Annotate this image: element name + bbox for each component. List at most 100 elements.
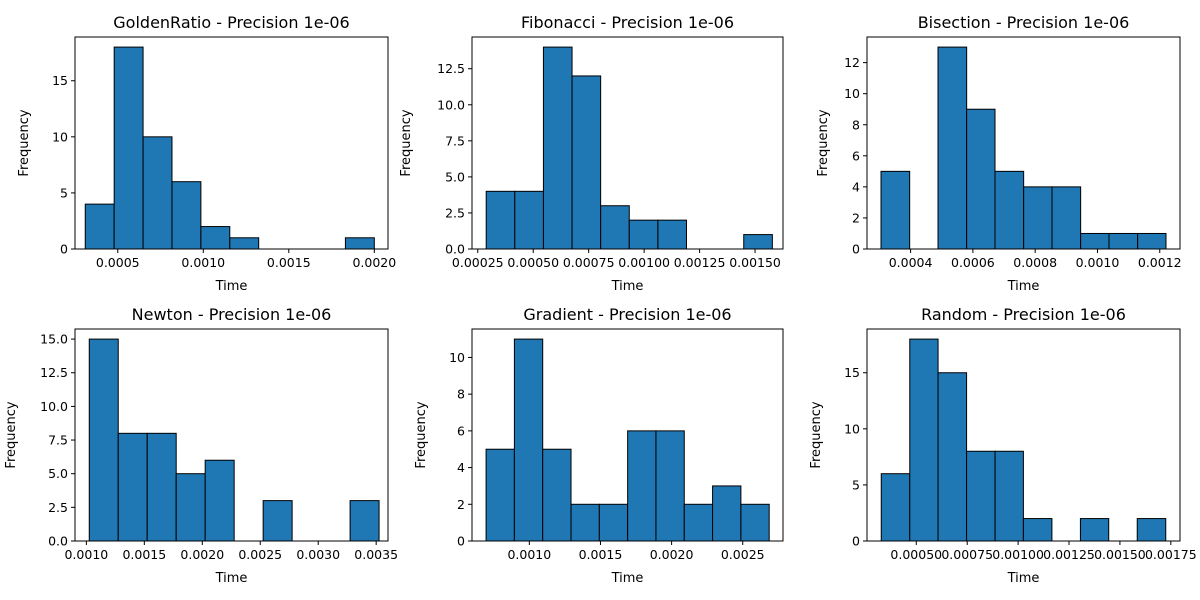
y-tick-label: 6 <box>852 148 860 163</box>
x-tick-label: 0.0015 <box>122 547 166 562</box>
histogram-bar <box>84 203 115 250</box>
y-tick-label: 7.5 <box>48 433 68 448</box>
histogram-panel: 0.0010 0.0015 0.0020 0.0025 0 2 4 6 8 10 Gradient … <box>414 305 784 586</box>
histogram-panel: 0.0010 0.0015 0.0020 0.0025 0.0030 0.0035 0.0 2… <box>4 305 398 586</box>
panel-title: Gradient - Precision 1e-06 <box>523 305 731 324</box>
x-tick-label: 0.0025 <box>721 547 765 562</box>
histogram-bar <box>743 234 773 250</box>
y-tick-label: 0.0 <box>48 534 68 549</box>
y-tick-label: 10 <box>52 129 68 144</box>
histogram-bar <box>1079 518 1110 542</box>
y-tick-label: 10 <box>844 421 860 436</box>
y-tick-label: 7.5 <box>445 133 465 148</box>
panel-title: GoldenRatio - Precision 1e-06 <box>113 13 349 32</box>
y-axis-label: Frequency <box>399 109 414 176</box>
x-tick-label: 0.00050 <box>507 255 559 270</box>
histogram-bar <box>175 473 206 542</box>
x-tick-label: 0.00075 <box>563 255 615 270</box>
y-tick-label: 5 <box>60 185 68 200</box>
panel-title: Fibonacci - Precision 1e-06 <box>521 13 734 32</box>
histogram-bar <box>712 485 742 542</box>
histogram-bar <box>204 459 235 542</box>
histogram-bar <box>966 450 996 542</box>
histogram-bar <box>628 219 659 250</box>
panel-title: Bisection - Precision 1e-06 <box>918 13 1130 32</box>
y-tick-label: 12.5 <box>437 61 465 76</box>
x-tick-label: 0.0008 <box>1013 255 1057 270</box>
y-tick-label: 8 <box>852 117 860 132</box>
histogram-bar <box>655 430 685 542</box>
x-tick-label: 0.0015 <box>579 547 623 562</box>
x-tick-label: 0.00125 <box>674 255 726 270</box>
histogram-bar <box>880 170 911 250</box>
histogram-bar <box>513 338 544 542</box>
histogram-bar <box>514 190 544 250</box>
x-tick-label: 0.0004 <box>889 255 933 270</box>
y-tick-label: 10 <box>449 350 465 365</box>
x-tick-label: 0.0030 <box>296 547 340 562</box>
y-tick-label: 5 <box>852 477 860 492</box>
x-tick-label: 0.00100 <box>992 547 1044 562</box>
x-tick-label: 0.00075 <box>941 547 993 562</box>
x-axis-label: Time <box>611 571 644 586</box>
x-tick-label: 0.0012 <box>1138 255 1182 270</box>
histogram-bar <box>1051 186 1082 250</box>
axes-frame <box>866 36 1181 250</box>
histogram-panel: 0.00050 0.00075 0.00100 0.00125 0.00150 0.001… <box>809 305 1197 586</box>
histogram-bar <box>485 190 516 250</box>
y-tick-label: 12 <box>844 55 860 70</box>
x-tick-label: 0.00050 <box>890 547 942 562</box>
y-axis-label: Frequency <box>17 109 32 176</box>
x-tick-label: 0.0015 <box>267 255 311 270</box>
x-axis-label: Time <box>611 279 644 294</box>
x-tick-label: 0.00150 <box>729 255 781 270</box>
y-tick-label: 0 <box>60 242 68 257</box>
histogram-bar <box>542 448 572 542</box>
x-tick-label: 0.0035 <box>354 547 398 562</box>
histogram-bar <box>88 338 119 542</box>
axes-frame <box>74 36 389 250</box>
x-tick-label: 0.00150 <box>1094 547 1146 562</box>
histogram-bar <box>117 432 148 542</box>
histogram-bar <box>994 450 1024 542</box>
x-tick-label: 0.0006 <box>951 255 995 270</box>
y-tick-label: 15 <box>844 365 860 380</box>
x-tick-label: 0.0020 <box>352 255 396 270</box>
y-tick-label: 0.0 <box>445 242 465 257</box>
x-tick-label: 0.0020 <box>650 547 694 562</box>
x-axis-label: Time <box>215 571 248 586</box>
y-tick-label: 0 <box>852 242 860 257</box>
histogram-bar <box>1023 186 1053 250</box>
histogram-bar <box>262 500 293 542</box>
histogram-bar <box>1137 232 1167 250</box>
y-tick-label: 12.5 <box>40 365 68 380</box>
histogram-bar <box>542 46 573 250</box>
y-tick-label: 10.0 <box>40 399 68 414</box>
x-tick-label: 0.00125 <box>1043 547 1095 562</box>
y-tick-label: 8 <box>457 387 465 402</box>
y-tick-label: 0 <box>457 534 465 549</box>
axes-frame <box>74 328 389 542</box>
x-tick-label: 0.00025 <box>452 255 504 270</box>
axes-frame <box>866 328 1181 542</box>
x-tick-label: 0.0005 <box>96 255 140 270</box>
histogram-bar <box>485 448 515 542</box>
histogram-bar <box>349 500 380 542</box>
histogram-bar <box>1136 518 1167 542</box>
x-tick-label: 0.0010 <box>507 547 551 562</box>
x-tick-label: 0.0010 <box>1076 255 1120 270</box>
histogram-bar <box>171 181 202 250</box>
histogram-bar <box>937 46 968 250</box>
y-tick-label: 5.0 <box>445 169 465 184</box>
histogram-panel: 0.00025 0.00050 0.00075 0.00100 0.00125 0.001… <box>399 13 784 294</box>
x-axis-label: Time <box>215 279 248 294</box>
histogram-panel: 0.0005 0.0010 0.0015 0.0020 0 5 10 15 GoldenRati… <box>17 13 396 294</box>
histogram-bar <box>113 46 144 250</box>
axes-frame <box>471 328 784 542</box>
x-axis-label: Time <box>1007 279 1040 294</box>
histogram-bar <box>683 503 714 542</box>
y-tick-label: 2 <box>457 497 465 512</box>
x-tick-label: 0.0010 <box>181 255 225 270</box>
histogram-bar <box>598 503 629 542</box>
